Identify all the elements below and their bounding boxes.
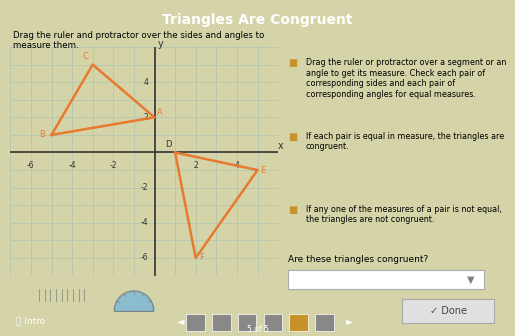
Text: -4: -4 xyxy=(68,161,76,170)
Text: B: B xyxy=(40,130,45,139)
Text: -6: -6 xyxy=(141,253,148,262)
Text: 5 of 5: 5 of 5 xyxy=(247,325,268,334)
Text: Are these triangles congruent?: Are these triangles congruent? xyxy=(288,255,428,264)
Text: ■: ■ xyxy=(288,58,297,69)
FancyBboxPatch shape xyxy=(238,314,256,331)
FancyBboxPatch shape xyxy=(315,314,334,331)
Text: Drag the ruler and protractor over the sides and angles to
measure them.: Drag the ruler and protractor over the s… xyxy=(13,31,264,50)
Text: 4: 4 xyxy=(234,161,239,170)
Text: x: x xyxy=(278,141,284,151)
Text: ►: ► xyxy=(347,316,354,326)
Text: 🔊 Intro: 🔊 Intro xyxy=(16,317,45,326)
Text: Drag the ruler or protractor over a segment or an angle to get its measure. Chec: Drag the ruler or protractor over a segm… xyxy=(306,58,506,99)
Text: -2: -2 xyxy=(141,183,148,192)
Text: ◄: ◄ xyxy=(177,316,184,326)
Text: 2: 2 xyxy=(144,113,148,122)
FancyBboxPatch shape xyxy=(289,314,308,331)
Text: ■: ■ xyxy=(288,205,297,215)
Text: C: C xyxy=(83,52,89,61)
Text: If any one of the measures of a pair is not equal, the triangles are not congrue: If any one of the measures of a pair is … xyxy=(306,205,502,224)
Text: ■: ■ xyxy=(288,132,297,141)
Text: If each pair is equal in measure, the triangles are congruent.: If each pair is equal in measure, the tr… xyxy=(306,132,504,151)
FancyBboxPatch shape xyxy=(264,314,282,331)
Text: F: F xyxy=(199,253,203,262)
Text: ▼: ▼ xyxy=(467,275,474,285)
Text: 4: 4 xyxy=(144,78,148,87)
FancyBboxPatch shape xyxy=(212,314,231,331)
Text: -2: -2 xyxy=(110,161,117,170)
Text: A: A xyxy=(157,108,162,117)
FancyBboxPatch shape xyxy=(186,314,205,331)
Text: E: E xyxy=(261,166,266,175)
Text: 2: 2 xyxy=(193,161,198,170)
Text: y: y xyxy=(158,39,163,49)
Text: ✓ Done: ✓ Done xyxy=(430,306,467,316)
Text: -4: -4 xyxy=(141,218,148,227)
Text: Triangles Are Congruent: Triangles Are Congruent xyxy=(162,13,353,27)
Text: D: D xyxy=(165,140,172,149)
Text: -6: -6 xyxy=(27,161,35,170)
